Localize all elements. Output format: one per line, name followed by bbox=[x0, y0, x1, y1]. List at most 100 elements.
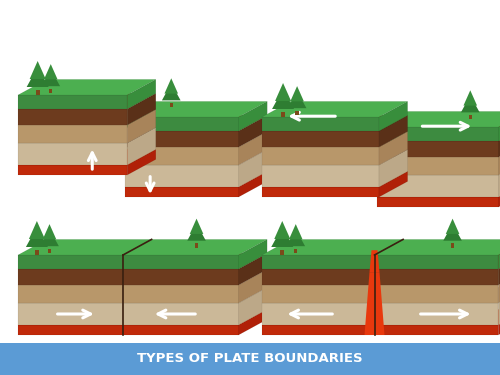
Polygon shape bbox=[262, 165, 379, 187]
Polygon shape bbox=[379, 131, 408, 165]
Polygon shape bbox=[127, 128, 156, 165]
Polygon shape bbox=[377, 141, 498, 157]
Polygon shape bbox=[262, 269, 403, 285]
Polygon shape bbox=[262, 325, 374, 335]
Polygon shape bbox=[42, 224, 56, 239]
Polygon shape bbox=[498, 111, 500, 141]
Polygon shape bbox=[374, 309, 403, 335]
Polygon shape bbox=[125, 147, 238, 165]
Polygon shape bbox=[379, 149, 408, 187]
Polygon shape bbox=[443, 224, 462, 241]
Polygon shape bbox=[123, 285, 238, 303]
Polygon shape bbox=[18, 303, 123, 325]
Polygon shape bbox=[125, 117, 238, 131]
Polygon shape bbox=[379, 101, 408, 131]
Polygon shape bbox=[127, 80, 156, 109]
Polygon shape bbox=[262, 239, 403, 255]
Polygon shape bbox=[238, 149, 267, 187]
Polygon shape bbox=[286, 229, 305, 246]
Polygon shape bbox=[123, 254, 267, 269]
Polygon shape bbox=[498, 159, 500, 197]
Polygon shape bbox=[123, 269, 267, 285]
Polygon shape bbox=[238, 239, 267, 269]
Polygon shape bbox=[18, 109, 127, 125]
Polygon shape bbox=[262, 303, 374, 325]
Polygon shape bbox=[125, 131, 238, 147]
Polygon shape bbox=[374, 303, 498, 325]
Polygon shape bbox=[18, 125, 127, 143]
Polygon shape bbox=[18, 110, 156, 125]
Polygon shape bbox=[18, 80, 156, 95]
Polygon shape bbox=[35, 250, 39, 255]
Text: TYPES OF PLATE BOUNDARIES: TYPES OF PLATE BOUNDARIES bbox=[137, 352, 363, 366]
Polygon shape bbox=[262, 287, 403, 303]
Polygon shape bbox=[187, 224, 206, 241]
Polygon shape bbox=[374, 255, 498, 269]
Polygon shape bbox=[498, 287, 500, 325]
Polygon shape bbox=[238, 287, 267, 325]
Polygon shape bbox=[288, 91, 306, 108]
Polygon shape bbox=[262, 269, 374, 285]
Polygon shape bbox=[498, 269, 500, 303]
Polygon shape bbox=[125, 149, 267, 165]
Polygon shape bbox=[451, 243, 454, 248]
Polygon shape bbox=[374, 269, 403, 303]
Polygon shape bbox=[123, 309, 152, 335]
Polygon shape bbox=[238, 254, 267, 285]
Polygon shape bbox=[262, 285, 374, 303]
Polygon shape bbox=[377, 127, 498, 141]
Polygon shape bbox=[377, 125, 500, 141]
Polygon shape bbox=[36, 90, 40, 95]
Polygon shape bbox=[127, 149, 156, 175]
Polygon shape bbox=[498, 182, 500, 207]
Polygon shape bbox=[123, 239, 152, 269]
Polygon shape bbox=[377, 159, 500, 175]
Polygon shape bbox=[18, 325, 123, 335]
Polygon shape bbox=[18, 143, 127, 165]
Polygon shape bbox=[370, 250, 380, 272]
Polygon shape bbox=[374, 269, 498, 285]
Polygon shape bbox=[190, 219, 203, 234]
Polygon shape bbox=[18, 269, 152, 285]
Polygon shape bbox=[271, 227, 293, 247]
Polygon shape bbox=[374, 309, 500, 325]
Polygon shape bbox=[125, 171, 267, 187]
Polygon shape bbox=[377, 157, 498, 175]
Polygon shape bbox=[125, 101, 267, 117]
Polygon shape bbox=[377, 175, 498, 197]
Polygon shape bbox=[280, 250, 284, 255]
Polygon shape bbox=[123, 325, 238, 335]
Polygon shape bbox=[377, 197, 498, 207]
Polygon shape bbox=[262, 131, 408, 147]
Polygon shape bbox=[374, 239, 403, 269]
Polygon shape bbox=[262, 101, 408, 117]
FancyBboxPatch shape bbox=[0, 343, 500, 375]
Polygon shape bbox=[123, 269, 152, 303]
Polygon shape bbox=[262, 309, 403, 325]
Polygon shape bbox=[18, 255, 123, 269]
Polygon shape bbox=[18, 95, 127, 109]
Polygon shape bbox=[296, 111, 299, 115]
Polygon shape bbox=[498, 141, 500, 175]
Polygon shape bbox=[123, 254, 152, 285]
Polygon shape bbox=[123, 269, 238, 285]
Polygon shape bbox=[18, 309, 152, 325]
Polygon shape bbox=[262, 116, 408, 131]
Polygon shape bbox=[289, 224, 302, 239]
Polygon shape bbox=[195, 243, 198, 248]
Polygon shape bbox=[29, 221, 45, 239]
Polygon shape bbox=[294, 249, 298, 253]
Polygon shape bbox=[18, 287, 152, 303]
Polygon shape bbox=[374, 287, 500, 303]
Polygon shape bbox=[123, 239, 267, 255]
Polygon shape bbox=[468, 115, 472, 119]
Polygon shape bbox=[377, 111, 500, 127]
Polygon shape bbox=[275, 83, 291, 101]
Polygon shape bbox=[162, 83, 180, 100]
Polygon shape bbox=[262, 117, 379, 131]
Polygon shape bbox=[18, 165, 127, 175]
Polygon shape bbox=[18, 128, 156, 143]
Polygon shape bbox=[374, 254, 500, 269]
Polygon shape bbox=[274, 221, 290, 239]
Polygon shape bbox=[49, 89, 52, 93]
